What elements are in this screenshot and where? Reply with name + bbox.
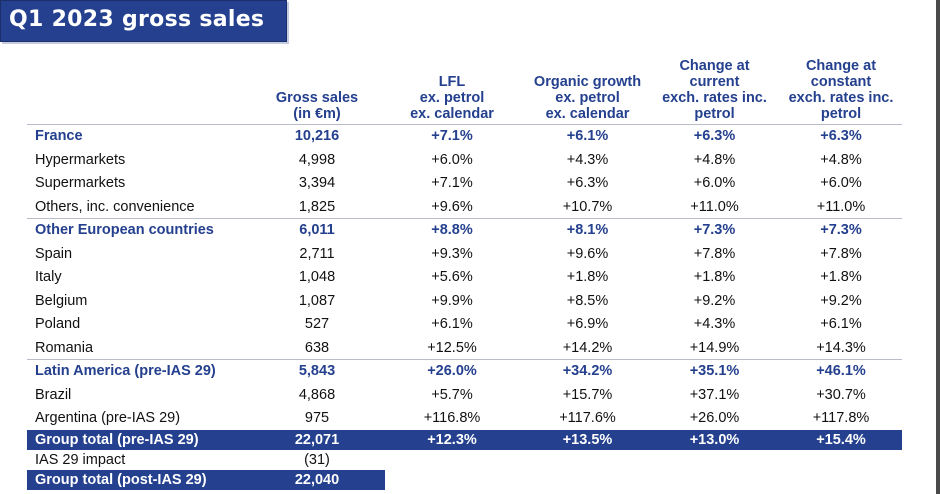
table-row: Brazil 4,868 +5.7% +15.7% +37.1% +30.7% [35, 386, 866, 403]
header-change-current: Change at current exch. rates inc. petro… [662, 58, 767, 122]
table-row: Hypermarkets 4,998 +6.0% +4.3% +4.8% +4.… [35, 151, 862, 168]
table-row: Romania 638 +12.5% +14.2% +14.9% +14.3% [35, 339, 866, 356]
table-row: Other European countries 6,011 +8.8% +8.… [35, 222, 862, 238]
table-row: Argentina (pre-IAS 29) 975 +116.8% +117.… [35, 410, 870, 426]
table-row: France 10,216 +7.1% +6.1% +6.3% +6.3% [35, 128, 862, 144]
page-title: Q1 2023 gross sales [9, 7, 265, 32]
table-row: Latin America (pre-IAS 29) 5,843 +26.0% … [35, 363, 866, 379]
table-row: Spain 2,711 +9.3% +9.6% +7.8% +7.8% [35, 245, 862, 262]
group-total-pre-ias-row: Group total (pre-IAS 29) 22,071 +12.3% +… [27, 430, 902, 450]
title-banner: Q1 2023 gross sales [0, 0, 287, 42]
table-row: Belgium 1,087 +9.9% +8.5% +9.2% +9.2% [35, 292, 862, 309]
group-total-post-ias-row: Group total (post-IAS 29) 22,040 [27, 470, 385, 490]
table-row: Italy 1,048 +5.6% +1.8% +1.8% +1.8% [35, 269, 862, 285]
europe-divider [27, 359, 902, 360]
table-row: Supermarkets 3,394 +7.1% +6.3% +6.0% +6.… [35, 175, 862, 191]
table-row: Poland 527 +6.1% +6.9% +4.3% +6.1% [35, 316, 862, 332]
france-divider [27, 218, 902, 219]
table-row: Others, inc. convenience 1,825 +9.6% +10… [35, 198, 866, 215]
header-lfl: LFL ex. petrol ex. calendar [410, 74, 494, 122]
header-organic-growth: Organic growth ex. petrol ex. calendar [533, 74, 642, 122]
header-divider [27, 124, 902, 125]
header-gross-sales: Gross sales (in €m) [275, 90, 359, 122]
ias-impact-row: IAS 29 impact (31) [35, 452, 330, 468]
header-change-constant: Change at constant exch. rates inc. petr… [788, 58, 894, 122]
right-edge-bar [936, 0, 940, 494]
